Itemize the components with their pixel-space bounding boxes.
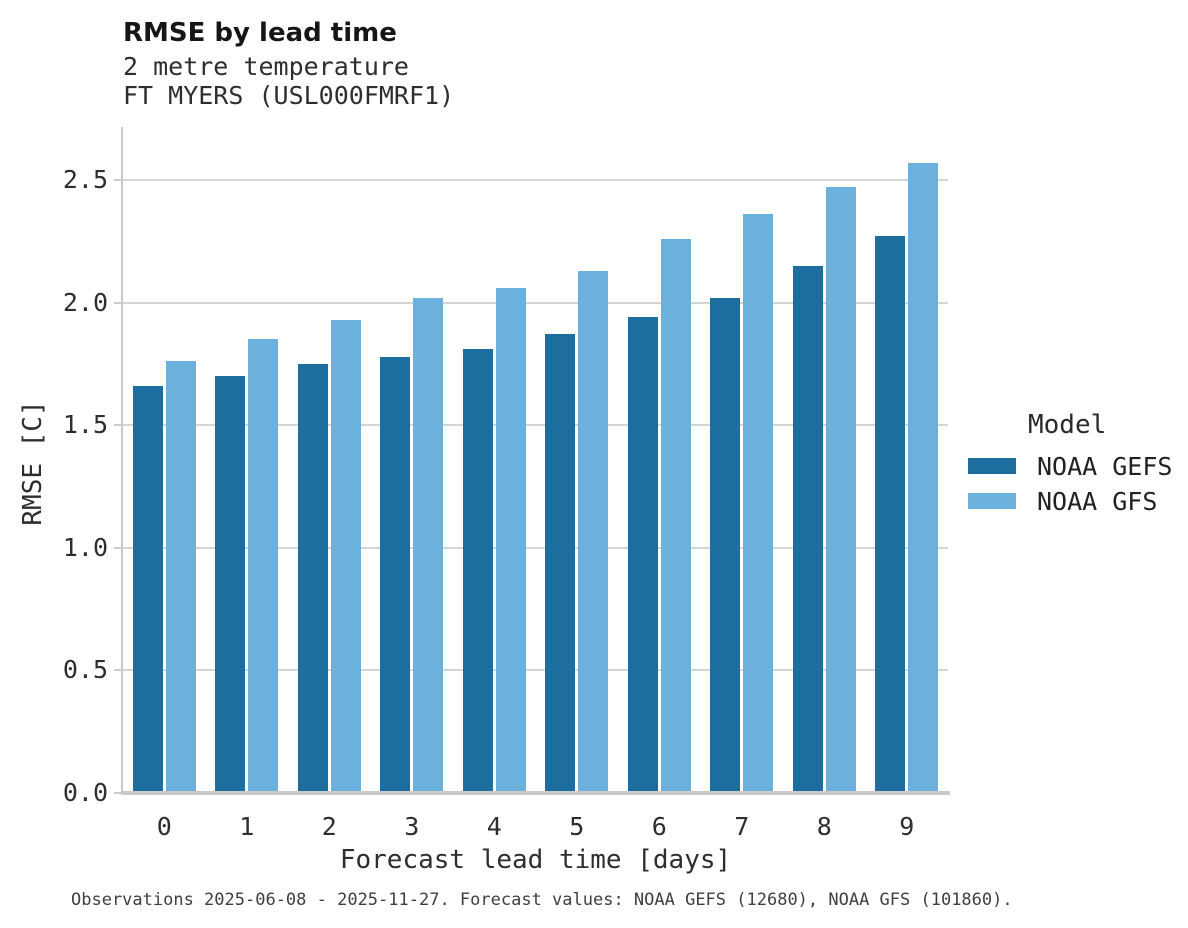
legend-swatch-noaa-gefs	[968, 458, 1016, 474]
bar-noaa-gefs-day-5	[545, 334, 576, 793]
bar-noaa-gefs-day-2	[297, 364, 328, 793]
plot-area	[123, 127, 948, 793]
bar-noaa-gefs-day-1	[215, 376, 246, 793]
y-tick-mark	[114, 424, 121, 427]
bar-noaa-gefs-day-0	[132, 386, 163, 793]
y-tick-mark	[114, 669, 121, 672]
chart-subtitle-line1: 2 metre temperature	[123, 52, 409, 81]
legend-label-noaa-gfs: NOAA GFS	[1037, 486, 1158, 516]
x-tick-label: 3	[404, 812, 420, 841]
y-tick-mark	[114, 301, 121, 304]
legend-label-noaa-gefs: NOAA GEFS	[1037, 451, 1173, 481]
x-axis-line	[121, 791, 950, 795]
bar-noaa-gfs-day-6	[660, 239, 691, 793]
legend-title: Model	[1028, 410, 1107, 440]
bar-noaa-gefs-day-7	[710, 298, 741, 793]
y-tick-mark	[114, 546, 121, 549]
bar-noaa-gefs-day-3	[380, 357, 411, 793]
legend: Model NOAA GEFS NOAA GFS	[968, 410, 1172, 524]
x-tick-label: 7	[734, 812, 750, 841]
x-axis-title: Forecast lead time [days]	[339, 845, 732, 875]
y-tick-mark	[114, 179, 121, 181]
bar-noaa-gfs-day-0	[165, 361, 196, 793]
y-tick-label: 0.0	[62, 778, 108, 807]
y-axis-spine	[121, 127, 123, 795]
gridline-y-2.0	[123, 301, 948, 304]
bar-noaa-gfs-day-4	[495, 288, 526, 793]
bar-noaa-gefs-day-9	[875, 236, 906, 793]
chart-title: RMSE by lead time	[123, 18, 397, 48]
x-tick-label: 2	[321, 812, 337, 841]
bar-noaa-gfs-day-8	[825, 187, 856, 793]
bar-noaa-gfs-day-9	[908, 163, 939, 793]
x-tick-label: 1	[239, 812, 255, 841]
y-tick-label: 1.0	[62, 532, 108, 562]
bar-noaa-gfs-day-5	[578, 271, 609, 793]
bar-noaa-gefs-day-4	[462, 349, 493, 793]
x-tick-label: 5	[569, 812, 585, 841]
y-tick-label: 2.0	[62, 287, 108, 317]
gridline-y-1.0	[123, 546, 948, 549]
y-tick-label: 1.5	[62, 410, 108, 440]
bar-noaa-gfs-day-2	[330, 320, 361, 793]
x-tick-label: 4	[486, 812, 502, 841]
y-tick-label: 0.5	[62, 655, 108, 685]
legend-swatch-noaa-gfs	[968, 493, 1016, 509]
bar-noaa-gfs-day-1	[248, 339, 279, 793]
footnote: Observations 2025-06-08 - 2025-11-27. Fo…	[71, 890, 1013, 910]
legend-entry-noaa-gefs: NOAA GEFS	[968, 451, 1173, 481]
bar-noaa-gfs-day-3	[413, 298, 444, 793]
legend-entry-noaa-gfs: NOAA GFS	[968, 486, 1172, 516]
x-tick-label: 8	[816, 812, 832, 841]
y-tick-mark	[114, 792, 121, 794]
bar-noaa-gefs-day-6	[627, 317, 658, 793]
gridline-y-2.5	[123, 179, 948, 181]
x-tick-label: 9	[899, 812, 915, 841]
bar-noaa-gefs-day-8	[792, 266, 823, 793]
x-tick-label: 0	[156, 812, 172, 841]
chart-subtitle-line2: FT MYERS (USL000FMRF1)	[123, 81, 455, 110]
x-tick-label: 6	[651, 812, 667, 841]
gridline-y-1.5	[123, 424, 948, 427]
y-tick-label: 2.5	[62, 165, 108, 194]
gridline-y-0.5	[123, 669, 948, 672]
bar-noaa-gfs-day-7	[743, 214, 774, 793]
